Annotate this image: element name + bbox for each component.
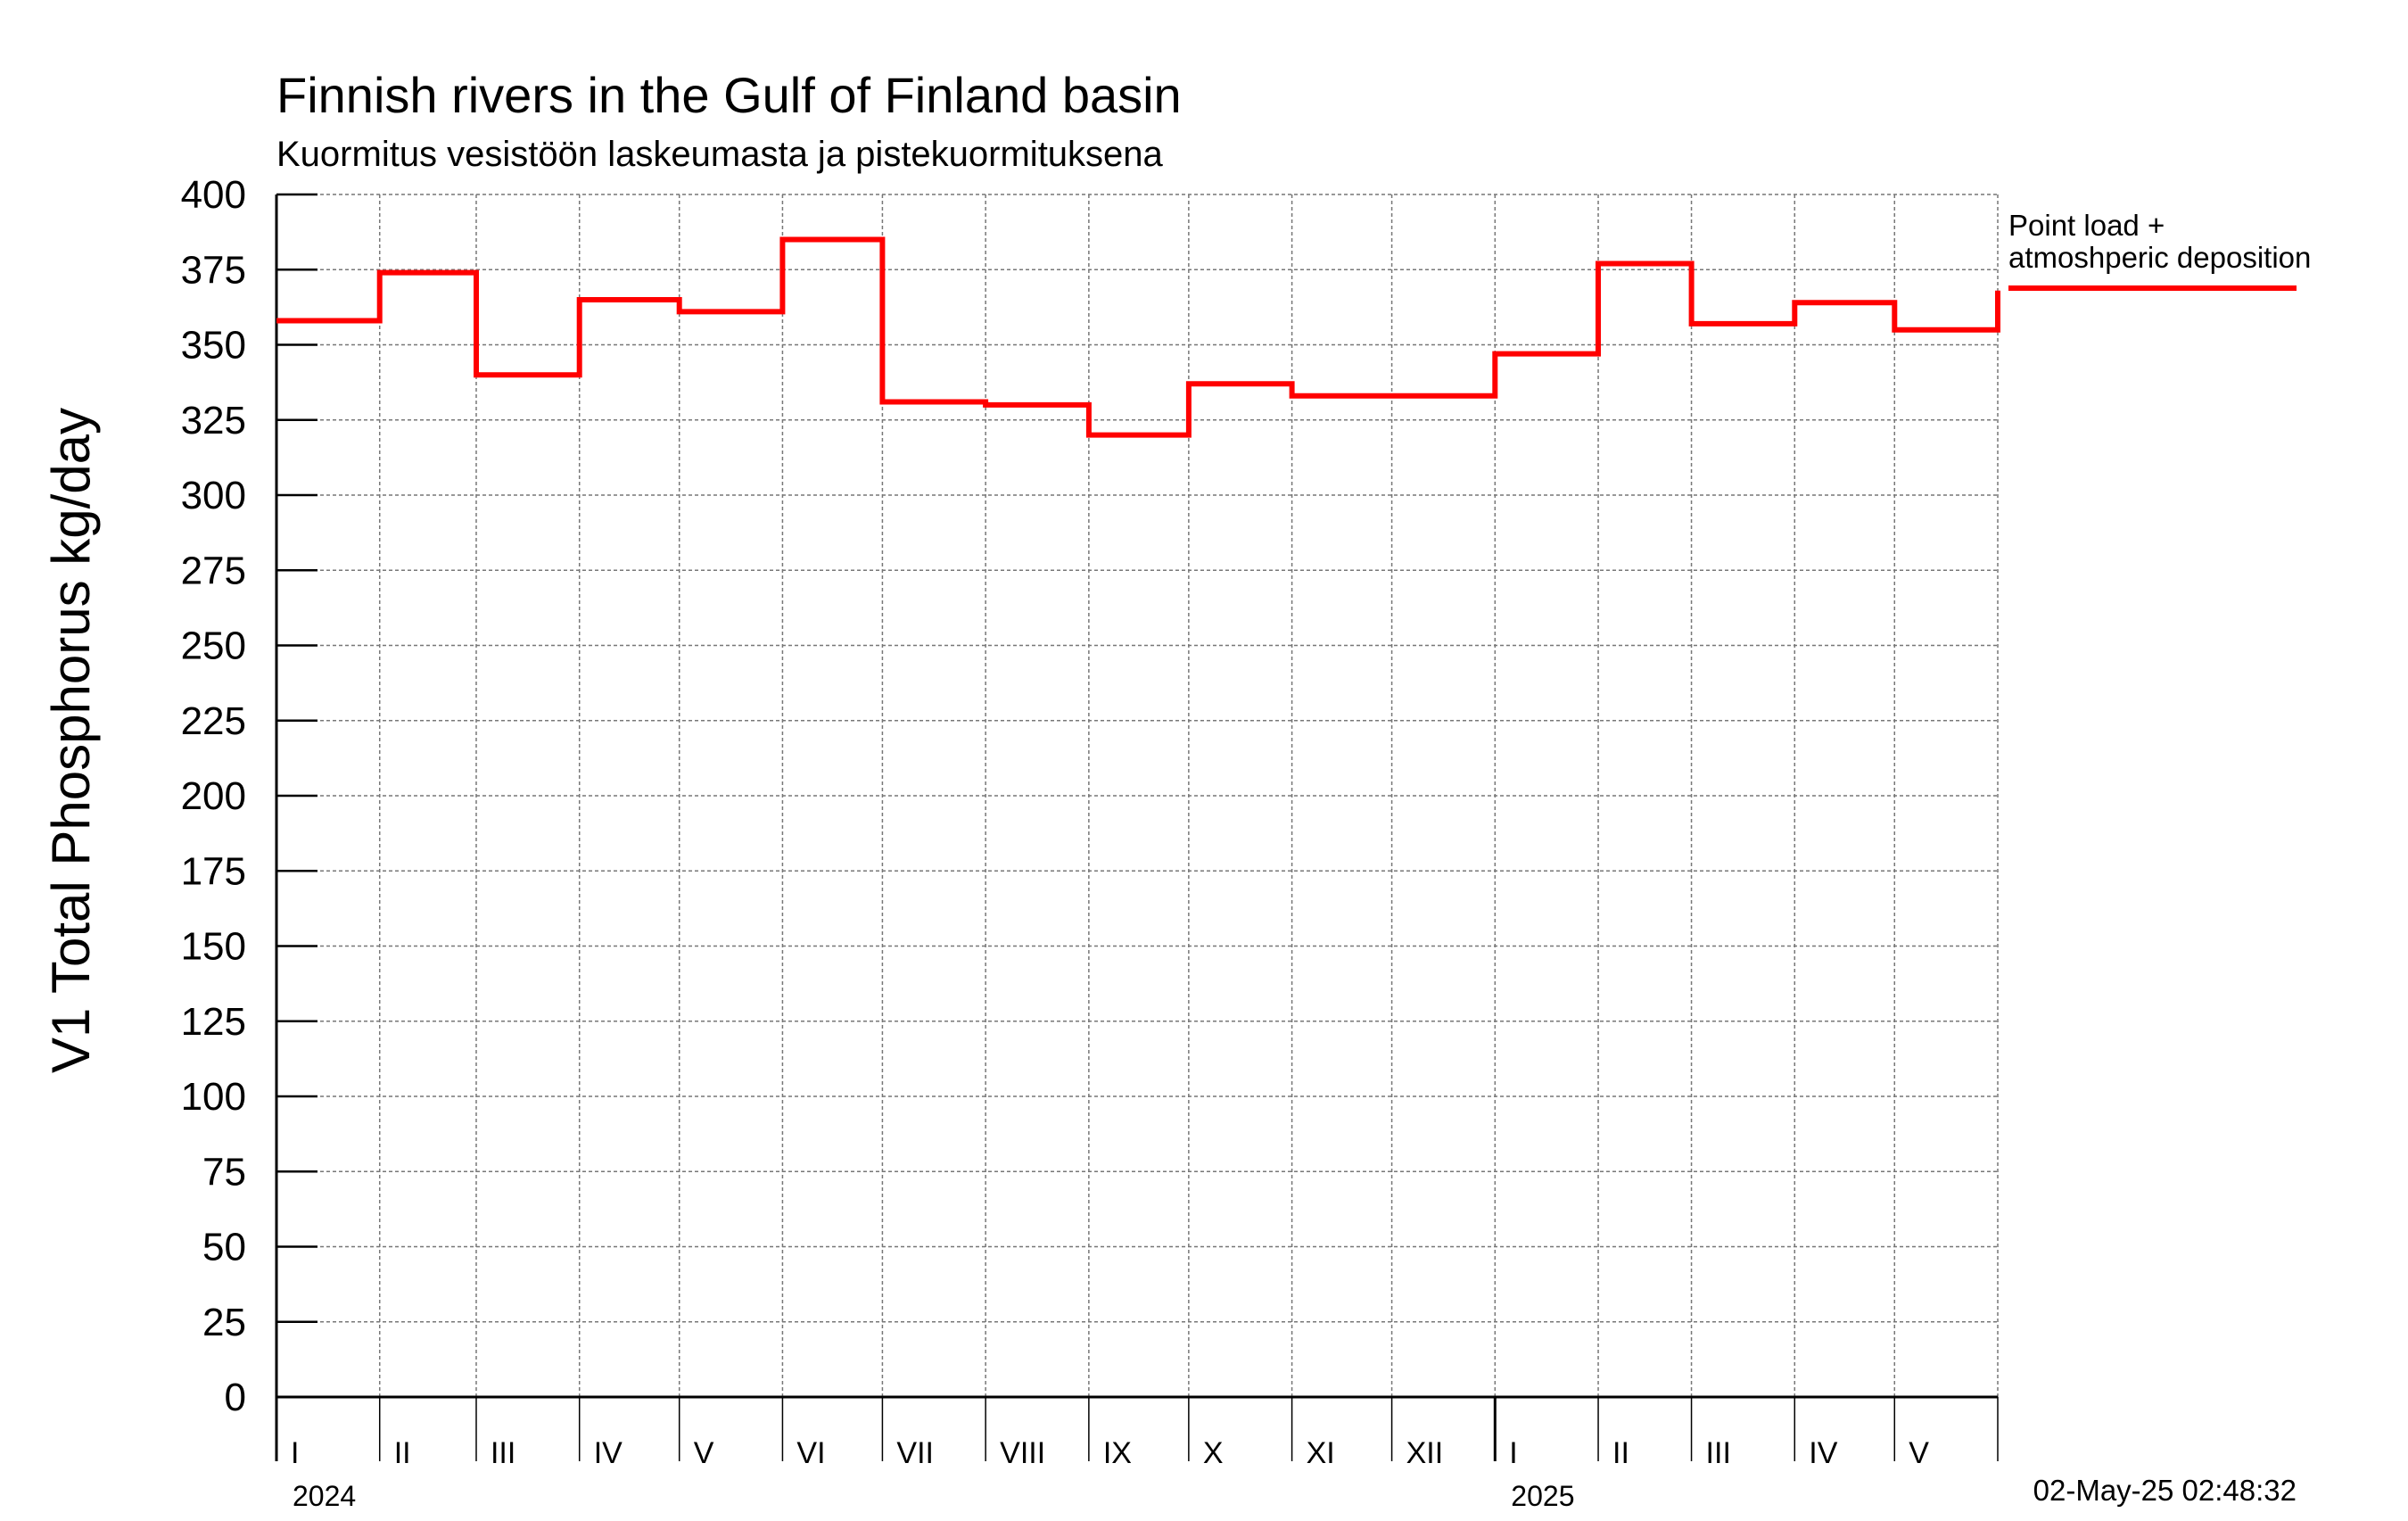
- x-tick-label: IV: [1809, 1436, 1837, 1470]
- y-tick-label: 225: [181, 699, 246, 743]
- y-tick-label: 350: [181, 324, 246, 368]
- x-tick-label: XII: [1406, 1436, 1444, 1470]
- series-line: [276, 236, 2000, 438]
- x-tick-label: IX: [1103, 1436, 1132, 1470]
- y-tick-label: 400: [181, 173, 246, 217]
- y-tick-label: 75: [202, 1150, 246, 1194]
- y-tick-label: 175: [181, 849, 246, 893]
- y-tick-label: 200: [181, 774, 246, 818]
- y-tick-label: 150: [181, 925, 246, 969]
- x-tick-label: VII: [896, 1436, 934, 1470]
- y-tick-label: 250: [181, 624, 246, 668]
- series: [276, 236, 2000, 438]
- y-tick-label: 375: [181, 248, 246, 292]
- x-tick-label: IV: [594, 1436, 623, 1470]
- legend: Point load + atmoshperic deposition: [2008, 209, 2311, 291]
- y-ticks: 0 25 50 75 100 125 150 175 200 225 250 275 300 325 350…: [181, 173, 317, 1419]
- legend-label-line1: Point load +: [2008, 209, 2165, 242]
- y-tick-label: 325: [181, 399, 246, 442]
- year-label: 2025: [1511, 1480, 1574, 1512]
- y-tick-label: 100: [181, 1075, 246, 1119]
- x-tick-label: VIII: [1000, 1436, 1045, 1470]
- x-tick-label: I: [1509, 1436, 1517, 1470]
- timestamp: 02-May-25 02:48:32: [2033, 1474, 2297, 1507]
- x-tick-label: III: [491, 1436, 515, 1470]
- year-label: 2024: [293, 1480, 356, 1512]
- x-tick-label: XI: [1307, 1436, 1335, 1470]
- y-tick-label: 25: [202, 1301, 246, 1344]
- chart-title: Finnish rivers in the Gulf of Finland ba…: [276, 67, 1182, 123]
- x-tick-label: II: [394, 1436, 411, 1470]
- y-axis-label: V1 Total Phosphorus kg/day: [41, 408, 101, 1073]
- y-tick-label: 300: [181, 474, 246, 517]
- x-tick-label: X: [1203, 1436, 1224, 1470]
- x-tick-label: II: [1612, 1436, 1629, 1470]
- y-tick-label: 125: [181, 1000, 246, 1044]
- chart-subtitle: Kuormitus vesistöön laskeumasta ja piste…: [276, 135, 1164, 174]
- y-tick-label: 0: [225, 1376, 246, 1419]
- legend-label-line2: atmoshperic deposition: [2008, 241, 2311, 274]
- y-tick-label: 275: [181, 549, 246, 592]
- x-tick-label: III: [1706, 1436, 1731, 1470]
- x-tick-label: V: [1909, 1436, 1929, 1470]
- y-tick-label: 50: [202, 1226, 246, 1269]
- x-tick-label: V: [694, 1436, 714, 1470]
- x-tick-label: VI: [796, 1436, 825, 1470]
- x-tick-label: I: [291, 1436, 299, 1470]
